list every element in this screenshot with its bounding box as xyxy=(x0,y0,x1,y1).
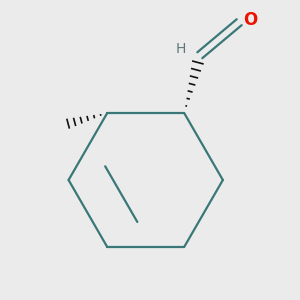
Text: H: H xyxy=(175,42,186,56)
Text: O: O xyxy=(243,11,257,29)
